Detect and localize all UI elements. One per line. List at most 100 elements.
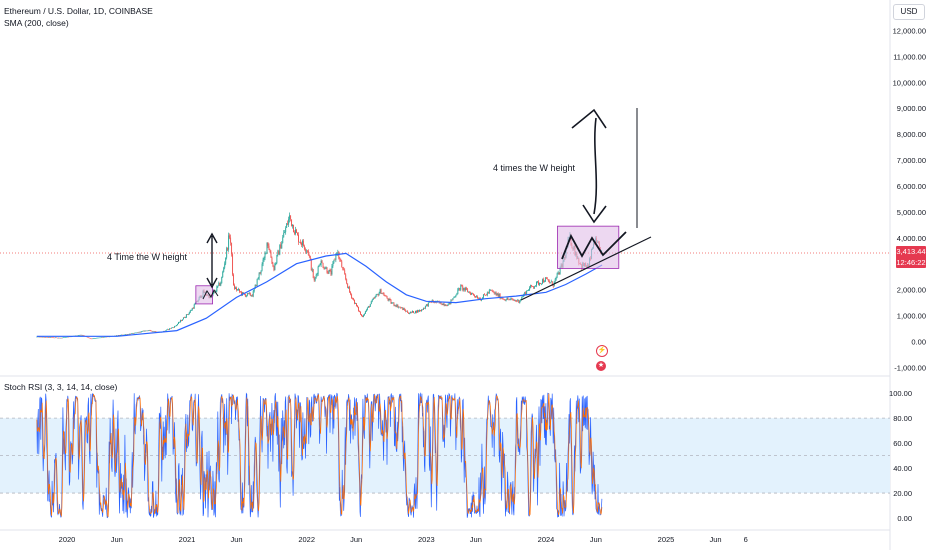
stoch-rsi-axis[interactable]: 0.00 20.00 40.00 60.00 80.00 100.00 [889, 389, 912, 523]
candle-body [262, 259, 264, 265]
candle-body [531, 285, 533, 287]
annotation-left[interactable]: 4 Time the W height [107, 252, 188, 262]
time-tick-label: 2020 [59, 535, 76, 544]
annotation-right[interactable]: 4 times the W height [493, 163, 576, 173]
candle-body [49, 337, 51, 338]
price-axis[interactable]: -1,000.000.001,000.002,000.003,000.004,0… [893, 26, 926, 372]
candle-body [339, 258, 341, 260]
candle-body [193, 304, 195, 309]
stoch-rsi-tick-label: 20.00 [893, 489, 912, 498]
candle-body [298, 234, 299, 243]
candle-body [62, 337, 64, 339]
candle-body [118, 335, 119, 336]
candle-body [320, 260, 322, 265]
candle-body [226, 248, 228, 258]
candle-body [521, 296, 523, 300]
candle-body [175, 325, 176, 327]
currency-selector[interactable]: USD [893, 4, 925, 20]
candle-body [92, 338, 94, 340]
candle-body [475, 296, 476, 298]
candle-body [269, 249, 271, 253]
candle-body [261, 264, 263, 271]
candle-body [500, 297, 502, 299]
stoch-rsi-tick-label: 80.00 [893, 414, 912, 423]
candle-body [245, 295, 247, 297]
stoch-rsi-legend[interactable]: Stoch RSI (3, 3, 14, 14, close) [4, 382, 118, 392]
w-sketch-left[interactable] [202, 288, 219, 300]
candle-body [476, 296, 477, 298]
candle-body [267, 242, 269, 246]
w-pattern-box-left[interactable] [195, 285, 213, 305]
candle-body [528, 290, 530, 291]
lightning-event-icon[interactable]: ⚡ [596, 345, 608, 357]
candle-body [270, 252, 272, 258]
candle-body [321, 260, 323, 264]
candle-body [510, 298, 512, 300]
candle-body [443, 303, 445, 306]
candle-body [409, 313, 411, 314]
candle-body [341, 261, 343, 268]
candle-body [250, 295, 252, 297]
candle-body [184, 317, 186, 318]
candle-body [174, 326, 175, 328]
double-arrow-left[interactable] [206, 232, 218, 289]
candle-body [238, 289, 239, 290]
candle-body [527, 290, 529, 292]
candle-body [544, 277, 546, 282]
candle-body [506, 298, 508, 301]
candle-body [273, 265, 275, 270]
candle-body [228, 235, 230, 250]
candle-body [388, 298, 390, 301]
candle-body [414, 312, 415, 314]
candle-body [334, 259, 336, 261]
sma-legend[interactable]: SMA (200, close) [4, 18, 69, 28]
candle-body [378, 293, 380, 296]
candle-body [555, 276, 557, 280]
candle-body [295, 229, 296, 234]
candle-body [104, 336, 106, 338]
time-axis[interactable]: 2020 Jun 2021 Jun 2022 Jun 2023 Jun 2024 Jun 2025 J… [59, 535, 748, 544]
candle-body [379, 289, 381, 294]
candle-body [292, 224, 294, 227]
double-arrow-right[interactable] [571, 108, 607, 224]
candle-body [478, 298, 479, 300]
candle-body [444, 304, 446, 306]
candle-body [367, 306, 369, 308]
candle-body [505, 300, 507, 301]
w-pattern-box-right[interactable] [557, 225, 620, 269]
candle-body [343, 268, 345, 271]
candle-body [89, 337, 91, 339]
sma-200-line [36, 252, 603, 337]
candle-body [99, 337, 101, 339]
candle-body [464, 287, 466, 291]
candle-body [285, 227, 287, 232]
candle-body [215, 291, 217, 292]
us-flag-event-icon[interactable]: ★ [596, 361, 606, 371]
trend-line[interactable] [520, 236, 652, 301]
drawings-layer[interactable] [195, 108, 652, 305]
candle-body [299, 241, 300, 243]
candle-body [477, 296, 478, 299]
candle-body [498, 294, 500, 297]
candle-body [454, 296, 456, 298]
candle-body [442, 303, 444, 306]
symbol-title[interactable]: Ethereum / U.S. Dollar, 1D, COINBASE [4, 6, 153, 16]
price-pane [0, 212, 890, 340]
price-tick-label: 6,000.00 [897, 182, 926, 191]
candle-body [131, 333, 133, 334]
candle-body [524, 292, 526, 295]
candle-body [349, 286, 351, 293]
candle-body [130, 333, 132, 335]
candle-body [380, 289, 382, 294]
candle-body [496, 293, 498, 296]
candle-body [419, 310, 421, 311]
candle-body [424, 305, 426, 309]
candle-body [559, 267, 561, 275]
candle-body [90, 338, 92, 340]
w-sketch-right[interactable] [561, 231, 627, 260]
candle-body [492, 291, 494, 292]
candle-body [483, 294, 485, 295]
candle-body [213, 291, 215, 294]
candle-body [94, 338, 96, 339]
